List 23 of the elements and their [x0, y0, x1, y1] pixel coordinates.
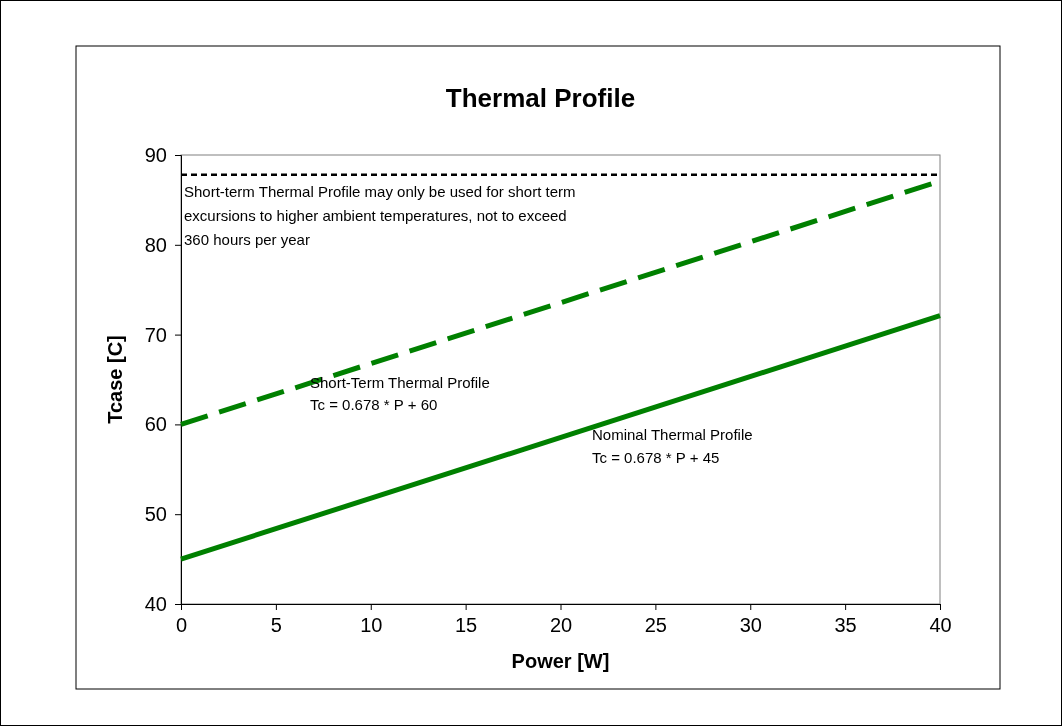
y-tick-label: 70: [144, 323, 167, 346]
x-tick-label: 20: [549, 614, 573, 637]
y-tick-label: 50: [144, 503, 167, 526]
x-tick-label: 30: [739, 614, 762, 637]
y-tick-label: 40: [144, 592, 167, 615]
y-tick-label: 80: [144, 233, 167, 256]
x-tick-label: 0: [175, 614, 188, 637]
x-axis-title: Power [W]: [511, 650, 610, 672]
x-tick-label: 40: [929, 614, 952, 637]
annotation: Short-Term Thermal Profile: [310, 374, 490, 391]
annotation: Tc = 0.678 * P + 60: [310, 396, 438, 413]
chart-title: Thermal Profile: [445, 83, 636, 113]
y-axis-title: Tcase [C]: [104, 335, 126, 424]
annotation: Nominal Thermal Profile: [592, 426, 753, 443]
ref-line-label: Short-term Thermal Profile may only be used for short term excursions to higher ambient temperatures, not to exceed 360 hours per year: [184, 182, 576, 248]
x-tick-label: 15: [455, 614, 478, 637]
x-tick-label: 10: [360, 614, 383, 637]
y-tick-label: 60: [144, 413, 167, 436]
annotation: Tc = 0.678 * P + 45: [592, 449, 720, 466]
x-tick-label: 25: [644, 614, 667, 637]
x-tick-label: 35: [834, 614, 857, 637]
x-tick-label: 5: [270, 614, 282, 637]
y-tick-label: 90: [144, 143, 167, 166]
